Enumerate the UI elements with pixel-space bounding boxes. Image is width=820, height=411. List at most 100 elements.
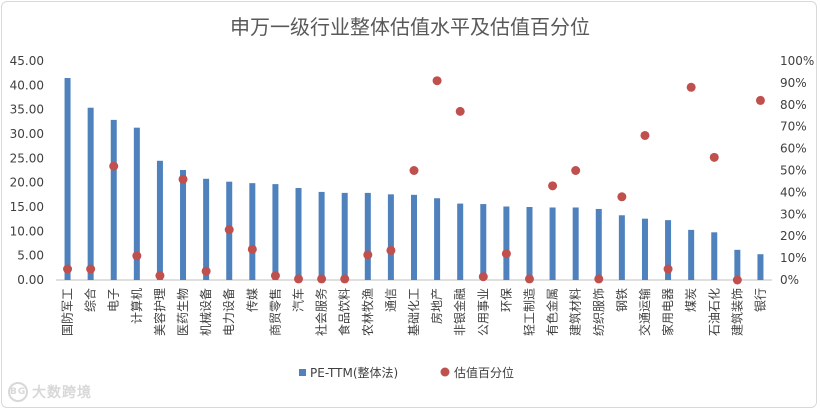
point-percentile (686, 82, 696, 92)
bar-pe (572, 207, 579, 280)
bar-pe (180, 170, 187, 280)
bar-pe (272, 184, 279, 280)
bar-pe (341, 192, 348, 280)
legend-swatch-pe (299, 369, 306, 376)
bar-pe (87, 107, 94, 280)
point-percentile (386, 245, 396, 255)
category-label: 非银金融 (452, 288, 467, 336)
left-tick-label: 40.00 (10, 78, 44, 92)
left-tick-label: 15.00 (10, 200, 44, 214)
watermark-logo: BG (8, 382, 28, 402)
category-label: 公用事业 (476, 288, 490, 336)
point-percentile (201, 266, 211, 276)
category-label: 建筑材料 (568, 288, 583, 336)
category-label: 纺织服饰 (592, 288, 606, 336)
point-percentile (86, 264, 96, 274)
bar-pe (387, 194, 394, 280)
bar-pe (295, 188, 302, 280)
category-label: 家用电器 (660, 288, 675, 336)
category-label: 汽车 (291, 288, 306, 312)
left-tick-label: 10.00 (10, 224, 44, 238)
right-tick-label: 90% (780, 76, 807, 90)
bar-pe (526, 207, 533, 280)
category-label: 计算机 (129, 288, 144, 324)
right-tick-label: 80% (780, 98, 807, 112)
point-percentile (432, 76, 442, 86)
point-percentile (270, 271, 280, 281)
bar-pe (711, 232, 718, 280)
bar-pe (618, 215, 625, 280)
point-percentile (548, 181, 558, 191)
right-tick-label: 20% (780, 229, 807, 243)
point-percentile (732, 275, 742, 285)
category-label: 煤炭 (684, 288, 698, 312)
right-tick-label: 10% (780, 251, 807, 265)
point-percentile (640, 130, 650, 140)
bar-pe (457, 203, 464, 280)
bar-pe (64, 78, 71, 281)
legend-label-percentile: 估值百分位 (454, 365, 514, 380)
point-percentile (501, 249, 511, 259)
bar-pe (411, 194, 417, 280)
category-label: 石油石化 (707, 288, 721, 336)
category-label: 国防军工 (60, 288, 75, 336)
category-label: 商贸零售 (267, 288, 282, 336)
legend-label-pe: PE-TTM(整体法) (310, 365, 398, 380)
bar-pe (757, 254, 764, 280)
bar-pe (688, 229, 695, 280)
category-label: 建筑装饰 (729, 288, 744, 336)
category-label: 社会服务 (314, 288, 329, 336)
bar-pe (133, 127, 140, 280)
point-percentile (317, 274, 327, 284)
point-percentile (524, 274, 534, 284)
right-tick-label: 70% (780, 120, 807, 134)
point-percentile (663, 264, 673, 274)
category-label: 基础化工 (407, 288, 421, 336)
bar-pe (318, 191, 325, 280)
point-percentile (132, 251, 142, 261)
category-label: 轻工制造 (522, 288, 536, 336)
watermark-text: 大数跨境 (32, 385, 92, 401)
point-percentile (478, 272, 488, 282)
category-label: 机械设备 (198, 288, 213, 336)
point-percentile (709, 152, 719, 162)
category-label: 食品饮料 (337, 288, 352, 336)
bar-pe (249, 183, 256, 280)
bar-pe (110, 119, 117, 281)
left-tick-label: 35.00 (10, 103, 44, 117)
bar-pe (503, 206, 510, 280)
point-percentile (594, 274, 604, 284)
point-percentile (755, 95, 765, 105)
point-percentile (63, 264, 73, 274)
point-percentile (363, 250, 373, 260)
point-percentile (224, 225, 234, 235)
bar-pe (203, 178, 210, 280)
category-label: 银行 (753, 288, 767, 312)
category-label: 房地产 (429, 288, 444, 324)
point-percentile (178, 174, 188, 184)
point-percentile (247, 244, 257, 254)
category-label: 农林牧渔 (361, 288, 375, 336)
point-percentile (340, 274, 350, 284)
watermark: BG 大数跨境 (8, 382, 92, 402)
point-percentile (455, 106, 465, 116)
point-percentile (155, 271, 165, 281)
point-percentile (109, 161, 119, 171)
bar-pe (595, 208, 602, 280)
legend-swatch-percentile (440, 367, 450, 377)
bar-pe (364, 192, 371, 280)
category-label: 电力设备 (222, 288, 236, 336)
left-tick-label: 20.00 (10, 176, 44, 190)
category-label: 医药生物 (176, 288, 190, 336)
point-percentile (617, 192, 627, 202)
category-label: 美容护理 (152, 288, 167, 336)
category-label: 环保 (499, 288, 513, 312)
right-tick-label: 30% (780, 207, 807, 221)
right-tick-label: 0% (780, 273, 799, 287)
bar-pe (480, 204, 487, 280)
right-tick-label: 40% (780, 185, 807, 199)
bar-pe (734, 249, 741, 280)
right-tick-label: 60% (780, 142, 807, 156)
